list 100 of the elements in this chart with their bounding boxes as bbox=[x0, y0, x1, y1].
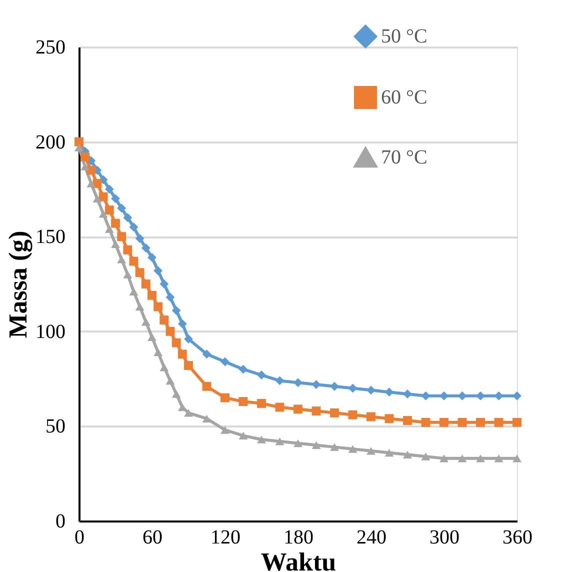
point bbox=[178, 319, 187, 328]
point bbox=[366, 386, 376, 395]
point bbox=[86, 180, 96, 188]
point bbox=[220, 393, 230, 402]
point bbox=[312, 441, 321, 450]
point bbox=[312, 406, 321, 416]
point bbox=[123, 213, 132, 222]
point bbox=[294, 439, 302, 448]
point bbox=[494, 418, 504, 427]
point bbox=[330, 382, 339, 391]
point bbox=[160, 280, 169, 288]
x-tick-label: 240 bbox=[356, 526, 386, 548]
point bbox=[123, 245, 132, 254]
point bbox=[154, 348, 163, 356]
point bbox=[141, 318, 150, 326]
point bbox=[294, 378, 302, 388]
legend-label: 50 °C bbox=[381, 26, 428, 48]
point bbox=[348, 384, 358, 393]
point bbox=[80, 162, 90, 170]
point bbox=[166, 376, 175, 385]
x-axis-title: Waktu bbox=[260, 548, 336, 572]
point bbox=[312, 380, 321, 389]
point bbox=[512, 454, 522, 462]
point bbox=[238, 432, 248, 440]
point bbox=[275, 376, 284, 386]
point bbox=[141, 244, 150, 252]
point bbox=[512, 418, 522, 427]
point bbox=[220, 357, 230, 366]
point bbox=[440, 391, 448, 400]
point bbox=[117, 232, 126, 242]
point bbox=[148, 252, 156, 262]
point bbox=[154, 302, 163, 312]
point bbox=[330, 443, 339, 451]
point bbox=[476, 454, 485, 462]
point bbox=[172, 306, 181, 316]
point bbox=[421, 418, 430, 427]
point bbox=[129, 222, 138, 232]
point bbox=[476, 418, 485, 427]
point bbox=[160, 364, 169, 372]
point bbox=[440, 454, 448, 462]
point bbox=[238, 397, 248, 406]
point bbox=[202, 382, 212, 391]
point bbox=[111, 218, 120, 228]
point bbox=[74, 144, 84, 152]
point bbox=[348, 410, 358, 420]
point bbox=[117, 255, 126, 264]
point bbox=[238, 364, 248, 374]
point bbox=[366, 446, 376, 455]
point bbox=[135, 234, 144, 243]
point bbox=[384, 414, 394, 424]
point bbox=[366, 412, 376, 422]
point bbox=[135, 268, 144, 278]
point bbox=[92, 194, 102, 203]
x-tick-label: 60 bbox=[142, 526, 162, 548]
point bbox=[178, 350, 187, 359]
point bbox=[403, 389, 412, 398]
point bbox=[257, 398, 266, 408]
point bbox=[440, 418, 448, 427]
point bbox=[172, 390, 181, 398]
point bbox=[148, 333, 156, 341]
point bbox=[148, 290, 156, 300]
y-tick-label: 50 bbox=[46, 416, 66, 438]
point bbox=[275, 437, 284, 446]
point bbox=[172, 338, 181, 348]
y-axis-title: Massa (g) bbox=[4, 230, 32, 338]
y-tick-label: 150 bbox=[36, 226, 66, 248]
point bbox=[458, 418, 467, 427]
point bbox=[129, 288, 138, 296]
point bbox=[98, 192, 108, 202]
point bbox=[111, 194, 120, 204]
point bbox=[494, 454, 504, 462]
x-tick-label: 120 bbox=[210, 526, 240, 548]
point bbox=[166, 292, 175, 302]
x-tick-label: 360 bbox=[502, 526, 532, 548]
point bbox=[129, 256, 138, 266]
point bbox=[202, 350, 212, 359]
point bbox=[123, 270, 132, 278]
point bbox=[160, 316, 169, 324]
point bbox=[403, 450, 412, 459]
point bbox=[98, 210, 108, 218]
x-tick-label: 300 bbox=[430, 526, 460, 548]
y-tick-label: 250 bbox=[36, 36, 66, 58]
point bbox=[220, 426, 230, 434]
point bbox=[141, 280, 150, 288]
point bbox=[403, 416, 412, 425]
point bbox=[104, 184, 114, 194]
point bbox=[154, 266, 163, 276]
point bbox=[348, 445, 358, 453]
point bbox=[184, 334, 193, 344]
point bbox=[421, 452, 430, 460]
x-tick-label: 180 bbox=[284, 526, 314, 548]
legend-label: 60 °C bbox=[381, 86, 428, 108]
point bbox=[104, 206, 114, 215]
point bbox=[384, 448, 394, 457]
point bbox=[104, 225, 114, 233]
point bbox=[257, 370, 266, 380]
point bbox=[135, 302, 144, 311]
point bbox=[458, 454, 467, 462]
point bbox=[111, 240, 120, 248]
point bbox=[257, 436, 266, 444]
